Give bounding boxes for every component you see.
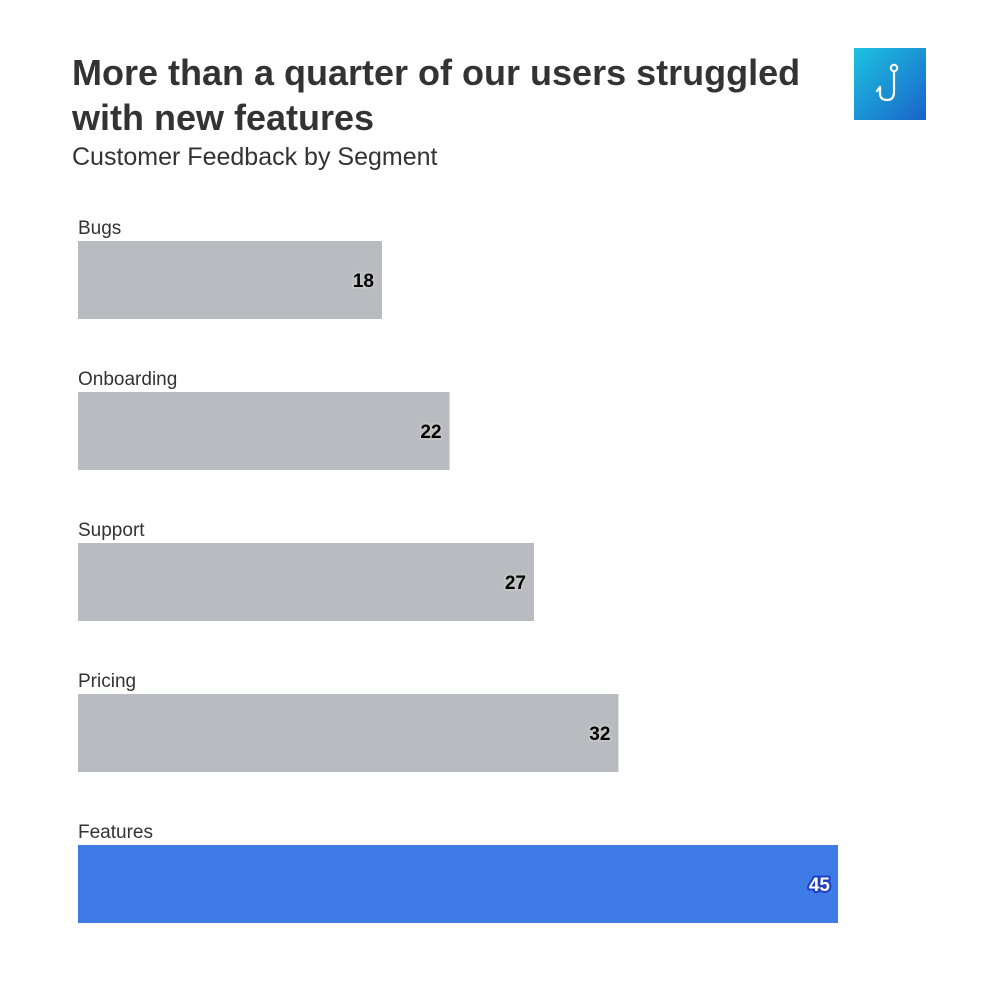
- bar-support: [78, 543, 534, 621]
- value-label-onboarding: 22: [420, 422, 441, 443]
- bar-features: [78, 845, 838, 923]
- hook-icon: [854, 48, 926, 120]
- bar-onboarding: [78, 392, 450, 470]
- value-label-pricing: 32: [589, 724, 610, 745]
- category-label-pricing: Pricing: [78, 671, 136, 692]
- bar-pricing: [78, 694, 619, 772]
- chart-subtitle: Customer Feedback by Segment: [72, 143, 438, 171]
- category-label-features: Features: [78, 822, 153, 843]
- category-label-bugs: Bugs: [78, 218, 121, 239]
- chart-title: More than a quarter of our users struggl…: [72, 52, 801, 138]
- value-label-bugs: 18: [353, 271, 374, 292]
- category-label-onboarding: Onboarding: [78, 369, 177, 390]
- bar-bugs: [78, 241, 382, 319]
- value-label-features: 45: [809, 875, 831, 896]
- category-label-support: Support: [78, 520, 145, 541]
- value-label-support: 27: [505, 573, 526, 594]
